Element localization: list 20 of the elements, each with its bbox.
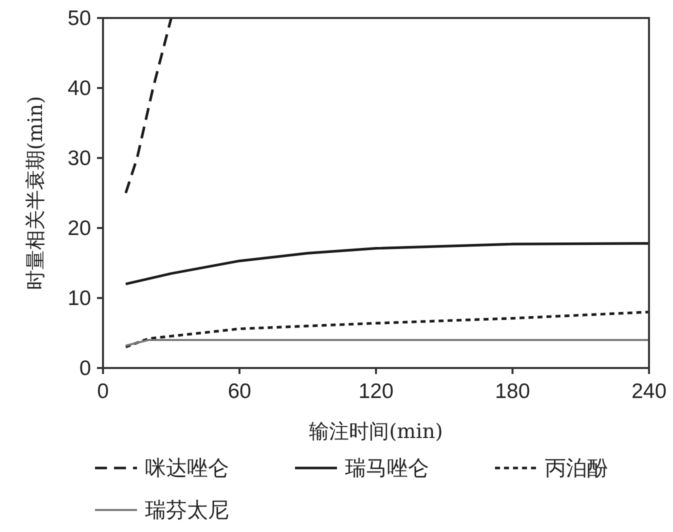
x-tick-label: 120: [358, 380, 394, 403]
legend-label: 丙泊酚: [545, 456, 608, 480]
x-axis-title: 输注时间(min): [309, 419, 443, 443]
x-tick-label: 240: [631, 380, 667, 403]
line-series: [124, 242, 650, 286]
legend-label: 瑞马唑仑: [345, 456, 429, 480]
legend-label: 咪达唑仑: [145, 456, 229, 480]
y-tick-label: 50: [68, 7, 91, 30]
x-tick-label: 0: [97, 380, 109, 403]
y-axis-title: 时量相关半衰期(min): [23, 96, 47, 290]
legend-label: 瑞芬太尼: [145, 498, 229, 522]
x-tick-label: 180: [494, 380, 530, 403]
x-tick-label: 60: [228, 380, 252, 403]
y-tick-label: 10: [68, 287, 91, 310]
y-tick-label: 30: [68, 147, 91, 170]
y-tick-label: 20: [68, 217, 91, 240]
line-series: [124, 16, 173, 194]
y-tick-label: 0: [79, 357, 91, 380]
y-tick-label: 40: [68, 77, 91, 100]
line-series: [124, 310, 650, 348]
